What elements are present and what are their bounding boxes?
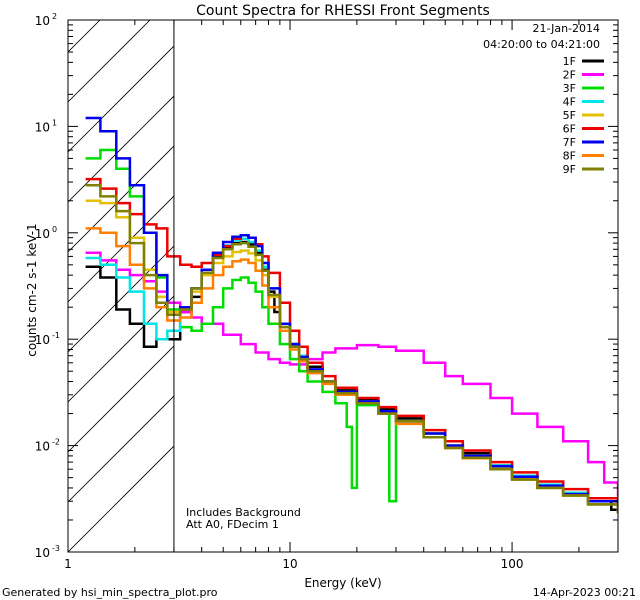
y-tick-label: 10 xyxy=(35,227,50,241)
y-tick-exponent: 0 xyxy=(52,225,57,234)
legend-label-6F: 6F xyxy=(563,123,576,136)
x-tick-label: 1 xyxy=(64,557,72,571)
x-axis-label: Energy (keV) xyxy=(304,576,381,590)
y-tick-label: 10 xyxy=(35,440,50,454)
chart-title: Count Spectra for RHESSI Front Segments xyxy=(196,3,490,19)
series-line-6F xyxy=(85,177,618,507)
legend-label-4F: 4F xyxy=(563,96,576,109)
date-label: 21-Jan-2014 xyxy=(533,22,601,35)
y-tick-exponent: 2 xyxy=(52,12,57,21)
y-tick-label: 10 xyxy=(35,120,50,134)
y-tick-label: 10 xyxy=(35,14,50,28)
x-tick-label: 100 xyxy=(501,557,524,571)
hatch-line xyxy=(68,245,174,353)
legend-label-9F: 9F xyxy=(563,163,576,176)
series-lines xyxy=(85,116,618,514)
legend-label-2F: 2F xyxy=(563,69,576,82)
y-tick-exponent: -3 xyxy=(52,544,60,553)
hatch-line xyxy=(68,345,174,453)
annotation-attenuator: Att A0, FDecim 1 xyxy=(186,518,279,531)
hatch-line xyxy=(68,295,174,403)
time-range-label: 04:20:00 to 04:21:00 xyxy=(483,38,600,51)
y-tick-exponent: -1 xyxy=(52,331,60,340)
y-tick-exponent: -2 xyxy=(52,438,60,447)
legend-label-8F: 8F xyxy=(563,150,576,163)
y-tick-label: 10 xyxy=(35,546,50,560)
legend-label-7F: 7F xyxy=(563,136,576,149)
legend-label-3F: 3F xyxy=(563,82,576,95)
y-tick-exponent: 1 xyxy=(52,118,57,127)
y-tick-label: 10 xyxy=(35,333,50,347)
legend-label-5F: 5F xyxy=(563,109,576,122)
legend-label-1F: 1F xyxy=(563,55,576,68)
x-tick-label: 10 xyxy=(282,557,297,571)
plot-frame xyxy=(67,19,619,553)
series-line-7F xyxy=(85,116,618,512)
footer-timestamp: 14-Apr-2023 00:21 xyxy=(533,586,636,599)
series-line-9F xyxy=(85,183,618,514)
annotation-background: Includes Background xyxy=(186,506,301,519)
footer-generated-by: Generated by hsi_min_spectra_plot.pro xyxy=(2,586,218,599)
hatch-line xyxy=(68,0,640,2)
y-axis-label: counts cm-2 s-1 keV-1 xyxy=(25,223,39,356)
